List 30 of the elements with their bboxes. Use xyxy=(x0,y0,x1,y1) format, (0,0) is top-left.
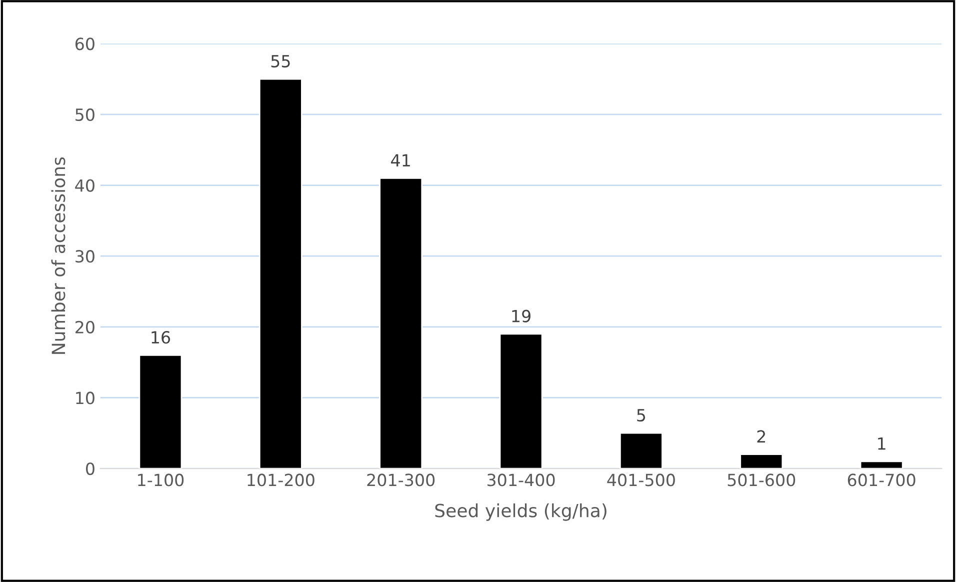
x-tick-label: 401-500 xyxy=(607,474,675,486)
x-tick-label: 501-600 xyxy=(728,474,796,486)
data-label: 19 xyxy=(512,310,530,322)
data-label: 5 xyxy=(637,409,646,422)
data-label: 16 xyxy=(152,331,170,344)
bar xyxy=(499,333,543,469)
y-tick-label: 60 xyxy=(75,38,94,50)
data-label: 41 xyxy=(391,154,410,166)
y-tick-label: 10 xyxy=(76,392,94,404)
data-label: 1 xyxy=(878,437,886,450)
bar xyxy=(740,454,784,469)
bar xyxy=(379,177,423,469)
x-tick-label: 601-700 xyxy=(848,474,916,486)
y-tick-label: 30 xyxy=(76,250,94,263)
x-tick-label: 1-100 xyxy=(138,474,184,486)
x-tick-label: 201-300 xyxy=(367,474,435,486)
y-tick-label: 0 xyxy=(86,462,94,476)
y-axis-title: Number of accessions xyxy=(51,157,66,354)
x-tick-label: 101-200 xyxy=(248,474,314,486)
y-tick-label: 40 xyxy=(75,179,94,192)
y-tick-label: 20 xyxy=(76,320,94,334)
y-tick-label: 50 xyxy=(76,108,94,122)
data-label: 2 xyxy=(757,430,766,443)
x-tick-label: 301-400 xyxy=(487,474,555,486)
data-label: 55 xyxy=(271,55,290,68)
bar xyxy=(860,460,904,469)
bar xyxy=(138,354,182,469)
bar xyxy=(258,78,302,469)
bar xyxy=(619,432,663,469)
x-axis-title: Seed yields (kg/ha) xyxy=(435,503,606,521)
